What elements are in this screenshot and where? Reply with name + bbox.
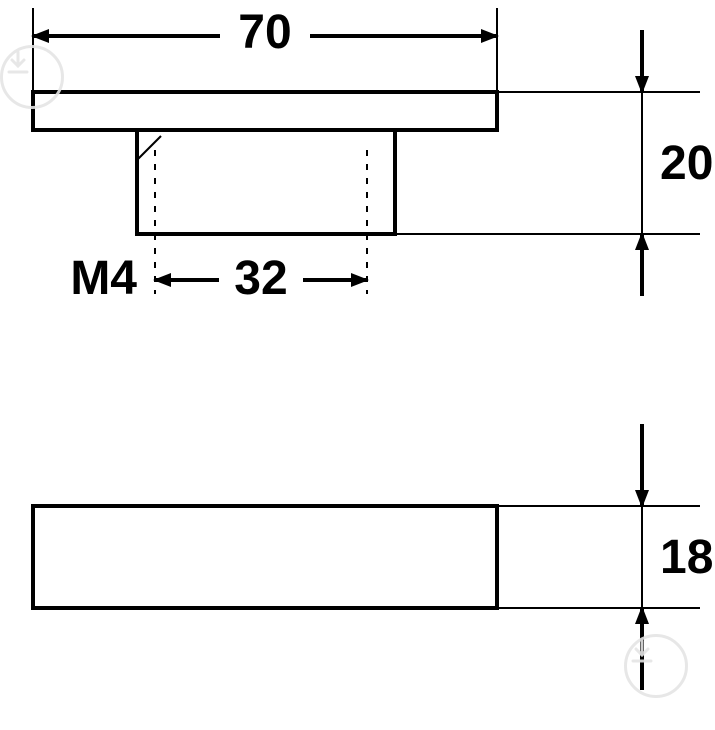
top-plate-outline	[33, 92, 497, 130]
technical-drawing-svg: 70 20 32 M4 18	[0, 0, 715, 730]
body-outline	[137, 130, 395, 234]
thread-callout: M4	[70, 252, 137, 305]
leader-tick	[137, 136, 161, 160]
front-view-outline	[33, 506, 497, 608]
dim-width-value: 70	[238, 6, 291, 59]
dim-thickness-value: 18	[660, 531, 713, 584]
watermark-badge	[624, 634, 688, 698]
watermark-badge	[0, 45, 64, 109]
dim-height-value: 20	[660, 137, 713, 190]
dim-hole-spacing: 32	[234, 252, 287, 305]
drawing-canvas: 70 20 32 M4 18	[0, 0, 715, 730]
